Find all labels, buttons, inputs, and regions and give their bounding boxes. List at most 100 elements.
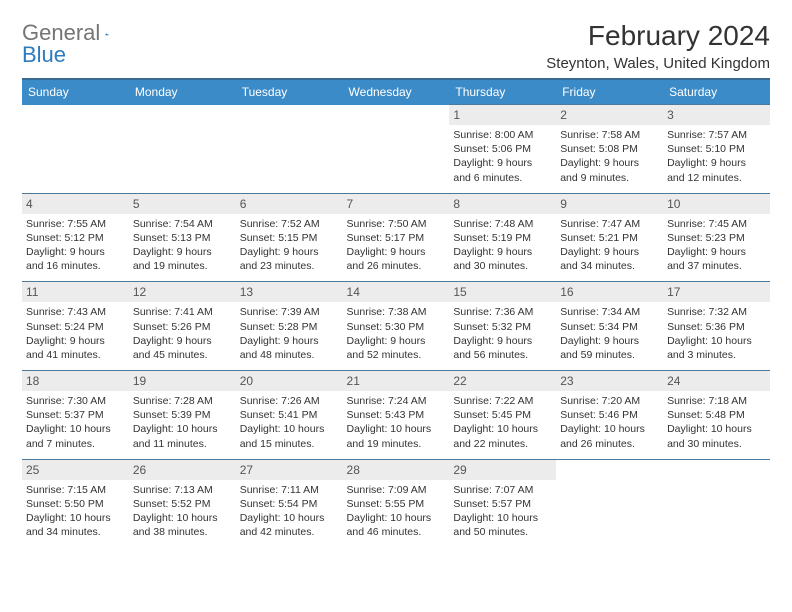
sunset-line: Sunset: 5:50 PM [26, 497, 125, 511]
sunrise-line: Sunrise: 7:47 AM [560, 217, 659, 231]
day-header-friday: Friday [556, 79, 663, 105]
sunset-line: Sunset: 5:28 PM [240, 320, 339, 334]
sunrise-line: Sunrise: 7:39 AM [240, 305, 339, 319]
sunset-line: Sunset: 5:55 PM [347, 497, 446, 511]
day-cell: 3Sunrise: 7:57 AMSunset: 5:10 PMDaylight… [663, 105, 770, 194]
sunrise-line: Sunrise: 7:55 AM [26, 217, 125, 231]
daylight-line: Daylight: 10 hours and 42 minutes. [240, 511, 339, 539]
day-cell [22, 105, 129, 194]
sunrise-line: Sunrise: 7:09 AM [347, 483, 446, 497]
day-number: 2 [556, 105, 663, 125]
sunrise-line: Sunrise: 7:50 AM [347, 217, 446, 231]
daylight-line: Daylight: 10 hours and 30 minutes. [667, 422, 766, 450]
daylight-line: Daylight: 10 hours and 19 minutes. [347, 422, 446, 450]
day-cell: 23Sunrise: 7:20 AMSunset: 5:46 PMDayligh… [556, 371, 663, 460]
sunrise-line: Sunrise: 7:24 AM [347, 394, 446, 408]
daylight-line: Daylight: 9 hours and 52 minutes. [347, 334, 446, 362]
daylight-line: Daylight: 9 hours and 19 minutes. [133, 245, 232, 273]
day-number: 1 [449, 105, 556, 125]
daylight-line: Daylight: 9 hours and 37 minutes. [667, 245, 766, 273]
day-cell: 10 Sunrise: 7:45 AMSunset: 5:23 PMDayligh… [663, 193, 770, 282]
day-cell [129, 105, 236, 194]
day-cell: 8Sunrise: 7:48 AMSunset: 5:19 PMDaylight… [449, 193, 556, 282]
day-header-thursday: Thursday [449, 79, 556, 105]
sunset-line: Sunset: 5:32 PM [453, 320, 552, 334]
page-header: General February 2024 Steynton, Wales, U… [22, 20, 770, 72]
day-cell [663, 459, 770, 547]
sunrise-line: Sunrise: 7:45 AM [667, 217, 766, 231]
day-cell: 19Sunrise: 7:28 AMSunset: 5:39 PMDayligh… [129, 371, 236, 460]
sunset-line: Sunset: 5:54 PM [240, 497, 339, 511]
daylight-line: Daylight: 10 hours and 34 minutes. [26, 511, 125, 539]
day-number: 5 [129, 194, 236, 214]
day-number: 4 [22, 194, 129, 214]
day-number: 14 [343, 282, 450, 302]
sunrise-line: Sunrise: 7:07 AM [453, 483, 552, 497]
daylight-line: Daylight: 9 hours and 23 minutes. [240, 245, 339, 273]
day-cell [343, 105, 450, 194]
sunrise-line: Sunrise: 7:26 AM [240, 394, 339, 408]
sunrise-line: Sunrise: 7:20 AM [560, 394, 659, 408]
sunset-line: Sunset: 5:46 PM [560, 408, 659, 422]
sunrise-line: Sunrise: 7:38 AM [347, 305, 446, 319]
day-number: 23 [556, 371, 663, 391]
daylight-line: Daylight: 9 hours and 41 minutes. [26, 334, 125, 362]
sunrise-line: Sunrise: 7:54 AM [133, 217, 232, 231]
daylight-line: Daylight: 10 hours and 15 minutes. [240, 422, 339, 450]
day-cell: 27Sunrise: 7:11 AMSunset: 5:54 PMDayligh… [236, 459, 343, 547]
week-row: 11Sunrise: 7:43 AMSunset: 5:24 PMDayligh… [22, 282, 770, 371]
sunset-line: Sunset: 5:23 PM [667, 231, 766, 245]
daylight-line: Daylight: 9 hours and 34 minutes. [560, 245, 659, 273]
week-row: 25Sunrise: 7:15 AMSunset: 5:50 PMDayligh… [22, 459, 770, 547]
daylight-line: Daylight: 9 hours and 48 minutes. [240, 334, 339, 362]
day-number: 9 [556, 194, 663, 214]
sunrise-line: Sunrise: 7:32 AM [667, 305, 766, 319]
day-number: 7 [343, 194, 450, 214]
sunset-line: Sunset: 5:10 PM [667, 142, 766, 156]
day-cell: 12Sunrise: 7:41 AMSunset: 5:26 PMDayligh… [129, 282, 236, 371]
logo-triangle-icon [105, 26, 109, 42]
day-cell: 13 Sunrise: 7:39 AMSunset: 5:28 PMDayligh… [236, 282, 343, 371]
day-number: 6 [236, 194, 343, 214]
sunrise-line: Sunrise: 7:15 AM [26, 483, 125, 497]
day-number: 10 [663, 194, 770, 214]
day-cell: 16Sunrise: 7:34 AMSunset: 5:34 PMDayligh… [556, 282, 663, 371]
day-cell: 11Sunrise: 7:43 AMSunset: 5:24 PMDayligh… [22, 282, 129, 371]
day-number: 13 [236, 282, 343, 302]
sunset-line: Sunset: 5:06 PM [453, 142, 552, 156]
day-cell: 29Sunrise: 7:07 AMSunset: 5:57 PMDayligh… [449, 459, 556, 547]
day-number: 8 [449, 194, 556, 214]
day-cell: 7Sunrise: 7:50 AMSunset: 5:17 PMDaylight… [343, 193, 450, 282]
month-title: February 2024 [546, 20, 770, 52]
day-number: 15 [449, 282, 556, 302]
daylight-line: Daylight: 10 hours and 3 minutes. [667, 334, 766, 362]
day-cell: 4Sunrise: 7:55 AMSunset: 5:12 PMDaylight… [22, 193, 129, 282]
day-cell: 1Sunrise: 8:00 AMSunset: 5:06 PMDaylight… [449, 105, 556, 194]
sunset-line: Sunset: 5:48 PM [667, 408, 766, 422]
sunrise-line: Sunrise: 7:58 AM [560, 128, 659, 142]
day-header-sunday: Sunday [22, 79, 129, 105]
sunrise-line: Sunrise: 7:28 AM [133, 394, 232, 408]
daylight-line: Daylight: 9 hours and 26 minutes. [347, 245, 446, 273]
title-block: February 2024 Steynton, Wales, United Ki… [546, 20, 770, 72]
sunrise-line: Sunrise: 7:34 AM [560, 305, 659, 319]
sunrise-line: Sunrise: 8:00 AM [453, 128, 552, 142]
sunrise-line: Sunrise: 7:48 AM [453, 217, 552, 231]
day-number: 20 [236, 371, 343, 391]
day-cell: 2Sunrise: 7:58 AMSunset: 5:08 PMDaylight… [556, 105, 663, 194]
sunrise-line: Sunrise: 7:43 AM [26, 305, 125, 319]
logo-blue-wrap: Blue [22, 42, 66, 68]
sunset-line: Sunset: 5:08 PM [560, 142, 659, 156]
sunset-line: Sunset: 5:39 PM [133, 408, 232, 422]
sunset-line: Sunset: 5:21 PM [560, 231, 659, 245]
daylight-line: Daylight: 10 hours and 11 minutes. [133, 422, 232, 450]
day-header-saturday: Saturday [663, 79, 770, 105]
daylight-line: Daylight: 9 hours and 12 minutes. [667, 156, 766, 184]
day-number: 26 [129, 460, 236, 480]
day-cell: 22Sunrise: 7:22 AMSunset: 5:45 PMDayligh… [449, 371, 556, 460]
day-number: 11 [22, 282, 129, 302]
day-number: 29 [449, 460, 556, 480]
day-number: 22 [449, 371, 556, 391]
sunrise-line: Sunrise: 7:36 AM [453, 305, 552, 319]
sunset-line: Sunset: 5:30 PM [347, 320, 446, 334]
